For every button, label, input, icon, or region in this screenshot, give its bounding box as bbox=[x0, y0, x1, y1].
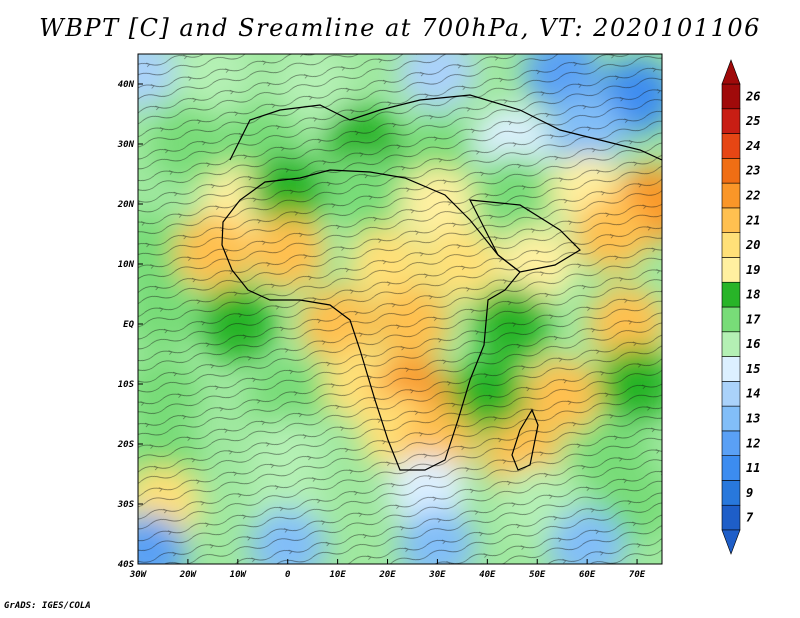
lat-tick-label: 20N bbox=[117, 200, 135, 210]
lon-tick-label: 20W bbox=[179, 570, 198, 580]
colorbar-swatch bbox=[721, 232, 741, 258]
lon-tick-label: 20E bbox=[378, 570, 396, 580]
colorbar-label: 7 bbox=[746, 511, 754, 525]
plot-frame bbox=[137, 53, 663, 565]
colorbar-label: 9 bbox=[746, 486, 753, 500]
lon-tick-label: 30W bbox=[129, 570, 148, 580]
lat-tick-label: 40S bbox=[118, 560, 135, 570]
europe-outline bbox=[229, 94, 662, 161]
colorbar-label: 19 bbox=[746, 263, 760, 277]
lat-tick-label: 20S bbox=[117, 440, 135, 450]
colorbar-label: 16 bbox=[746, 337, 760, 351]
lon-tick-label: 50E bbox=[529, 570, 546, 580]
colorbar-label: 18 bbox=[746, 288, 760, 302]
colorbar-label: 15 bbox=[746, 362, 760, 376]
lat-tick-label: 30N bbox=[117, 140, 135, 150]
lat-tick-label: 10S bbox=[118, 380, 135, 390]
lon-tick-label: 40E bbox=[479, 570, 496, 580]
colorbar-label: 26 bbox=[745, 89, 760, 103]
colorbar-label: 11 bbox=[746, 461, 760, 475]
lat-tick-label: 40N bbox=[118, 80, 135, 90]
colorbar-swatch bbox=[721, 133, 741, 159]
lon-tick-label: 0 bbox=[285, 570, 291, 580]
colorbar-label: 13 bbox=[746, 412, 760, 426]
colorbar-swatch bbox=[721, 182, 741, 209]
plot-area: 30W 20W 10W 0 10E 20E 30E 40E 50E 60E 70E 40N 30N 20N… bbox=[117, 53, 663, 580]
colorbar-swatch bbox=[721, 158, 741, 184]
footer-credit: GrADS: IGES/COLA bbox=[4, 601, 91, 611]
colorbar-swatch bbox=[721, 281, 741, 308]
lon-tick-label: 60E bbox=[579, 570, 596, 580]
colorbar-swatch bbox=[721, 430, 741, 456]
colorbar-swatch bbox=[721, 83, 741, 110]
africa-outline bbox=[221, 169, 521, 471]
colorbar-swatch bbox=[721, 207, 741, 233]
colorbar-label: 21 bbox=[745, 213, 760, 227]
colorbar-label: 12 bbox=[746, 436, 760, 450]
axis-ticks: 30W 20W 10W 0 10E 20E 30E 40E 50E 60E 70E 40N 30N 20N… bbox=[117, 80, 646, 580]
colorbar-swatch bbox=[721, 331, 741, 357]
colorbar-swatch bbox=[721, 356, 741, 382]
colorbar-swatch bbox=[721, 405, 741, 432]
colorbar-swatch bbox=[721, 455, 741, 481]
colorbar-label: 14 bbox=[746, 387, 760, 401]
lat-tick-label: 10N bbox=[118, 260, 135, 270]
colorbar-swatch bbox=[721, 381, 741, 407]
colorbar-label: 23 bbox=[745, 164, 760, 178]
colorbar-label: 17 bbox=[746, 312, 761, 326]
lat-tick-label: 30S bbox=[117, 500, 135, 510]
colorbar-swatch bbox=[721, 257, 741, 283]
lon-tick-label: 10E bbox=[329, 570, 346, 580]
colorbar-bottom-arrow bbox=[721, 529, 741, 555]
colorbar-label: 22 bbox=[745, 189, 760, 203]
colorbar-swatch bbox=[721, 480, 741, 506]
colorbar-label: 24 bbox=[745, 139, 760, 153]
colorbar-label: 25 bbox=[745, 114, 760, 128]
colorbar-swatch bbox=[721, 108, 741, 134]
lat-tick-label: EQ bbox=[123, 320, 134, 330]
lon-tick-label: 10W bbox=[230, 570, 248, 580]
lon-tick-label: 30E bbox=[428, 570, 446, 580]
arabia-outline bbox=[468, 199, 581, 273]
colorbar: 7 9 11 12 13 14 15 16 17 18 19 20 21 22 23 24 25 26 bbox=[721, 59, 761, 555]
colorbar-top-arrow bbox=[721, 59, 741, 85]
madagascar-outline bbox=[511, 408, 539, 471]
colorbar-swatch bbox=[721, 306, 741, 333]
lon-tick-label: 70E bbox=[629, 570, 646, 580]
colorbar-swatch bbox=[721, 504, 741, 531]
colorbar-label: 20 bbox=[745, 238, 760, 252]
map-title: WBPT [C] and Sreamline at 700hPa, VT: 20… bbox=[39, 14, 761, 42]
coastlines bbox=[221, 94, 662, 471]
streamlines bbox=[138, 54, 662, 564]
